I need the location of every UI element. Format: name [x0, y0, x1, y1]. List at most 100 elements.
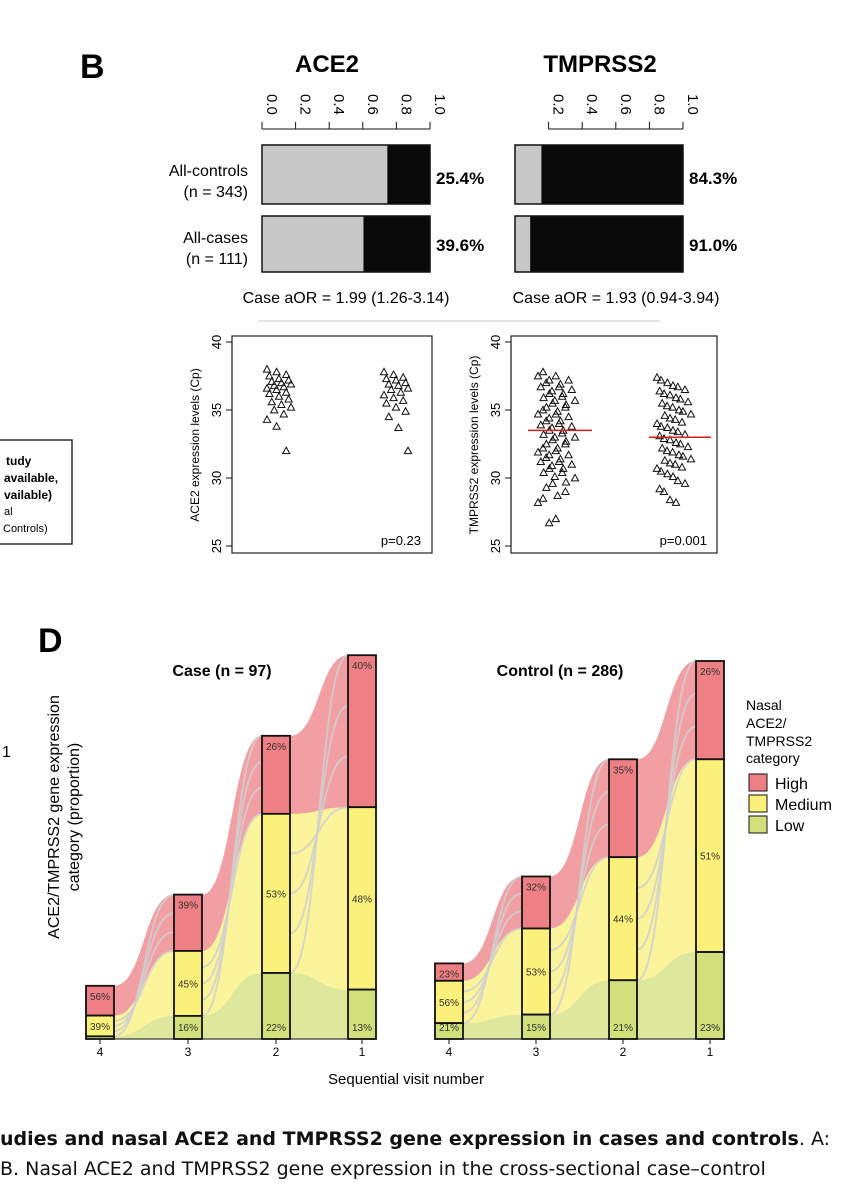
x-tick-label: 3 — [185, 1045, 192, 1059]
axis-tick-label: 0.0 — [263, 94, 280, 115]
panel-d-xlabel: Sequential visit number — [328, 1071, 484, 1088]
segment-label: 35% — [613, 765, 633, 776]
scatter-point — [567, 459, 577, 468]
scatter-point — [665, 495, 675, 504]
axis-tick-label: 0.2 — [297, 94, 314, 115]
scatter-point — [262, 383, 272, 392]
axis-tick-label: 0.8 — [397, 94, 414, 115]
caption-line2: B. Nasal ACE2 and TMPRSS2 gene expressio… — [0, 1158, 766, 1180]
segment-label: 56% — [90, 992, 110, 1003]
scatter-point — [561, 399, 571, 408]
segment-label: 22% — [266, 1023, 286, 1034]
x-tick-label: 3 — [533, 1045, 540, 1059]
scatter-point — [554, 418, 564, 427]
scatter-point — [675, 439, 685, 448]
scatter-point — [533, 371, 543, 380]
left-legend-line3: vailable) — [4, 488, 52, 502]
scatter-point — [538, 405, 548, 414]
flow-band — [550, 759, 609, 929]
flow-band — [202, 972, 262, 1039]
scatter-point — [553, 491, 563, 500]
segment-label: 26% — [266, 742, 286, 753]
caption-line1-rest: . A: — [798, 1128, 831, 1150]
scatter-point — [267, 376, 277, 385]
legend-swatch-low — [748, 815, 768, 834]
flow-thread — [636, 758, 697, 889]
scatter-point — [659, 389, 669, 398]
flow-band — [290, 972, 348, 1039]
scatter-point — [673, 476, 683, 485]
segment-label: 13% — [352, 1023, 372, 1034]
left-legend-line5: Controls) — [3, 523, 48, 535]
scatter-point — [544, 463, 554, 472]
flow-band — [463, 1014, 522, 1039]
scatter-point — [401, 378, 411, 387]
scatter-point — [544, 389, 554, 398]
scatter-point — [674, 405, 684, 414]
ace2-cases-pct: 39.6% — [436, 236, 484, 255]
scatter-point — [269, 405, 279, 414]
scatter-point — [269, 380, 279, 389]
scatter-point — [539, 393, 549, 402]
scatter-point — [551, 514, 561, 523]
x-tick-label: 4 — [446, 1045, 453, 1059]
scatter-point — [541, 439, 551, 448]
scatter-point — [279, 382, 289, 391]
scatter-point — [262, 364, 272, 373]
scatter-point — [538, 443, 548, 452]
bar-outline — [261, 215, 431, 273]
scatter-point — [550, 432, 560, 441]
scatter-point — [281, 370, 291, 379]
scatter-point — [381, 374, 391, 383]
ace2-scatter-frame — [231, 335, 433, 554]
segment-label: 56% — [439, 998, 459, 1009]
y-tick-label: 35 — [488, 403, 503, 417]
panel-d-ylabel-line1: ACE2/TMPRSS2 gene expression — [46, 695, 63, 939]
axis-tick-label: 0.8 — [650, 94, 667, 115]
bar-outline — [514, 215, 684, 273]
segment-label: 16% — [178, 1023, 198, 1034]
scatter-point — [670, 459, 680, 468]
scatter-point — [284, 394, 294, 403]
scatter-point — [384, 379, 394, 388]
scatter-point — [652, 463, 662, 472]
x-tick-label: 4 — [97, 1045, 104, 1059]
scatter-point — [665, 435, 675, 444]
scatter-axes: 25 30 35 40 25 30 35 40 — [209, 335, 512, 553]
scatter-point — [272, 367, 282, 376]
ace2-aor: Case aOR = 1.99 (1.26-3.14) — [243, 290, 450, 307]
scatter-point — [550, 472, 560, 481]
scatter-point — [555, 454, 565, 463]
scatter-point — [671, 497, 681, 506]
stack-segment — [347, 806, 377, 991]
scatter-point — [560, 402, 570, 411]
scatter-point — [673, 382, 683, 391]
stack-segment — [261, 972, 291, 1040]
scatter-point — [536, 420, 546, 429]
tmprss2-proportion-axis: 0.2 0.4 0.6 0.8 1.0 — [548, 94, 701, 130]
scatter-point — [564, 375, 574, 384]
scatter-point — [686, 454, 696, 463]
left-legend-line1: tudy — [6, 454, 32, 468]
legend-swatch-high — [748, 773, 768, 792]
scatter-point — [389, 393, 399, 402]
flow-thread — [289, 704, 349, 935]
segment-label: 21% — [439, 1023, 459, 1034]
scatter-point — [541, 402, 551, 411]
scatter-point — [533, 497, 543, 506]
legend-title-line3: TMPRSS2 — [746, 733, 812, 749]
scatter-point — [274, 391, 284, 400]
axis-tick-label: 1.0 — [684, 94, 701, 115]
segment-label: 21% — [613, 1023, 633, 1034]
scatter-point — [655, 484, 665, 493]
scatter-point — [567, 421, 577, 430]
scatter-point — [398, 372, 408, 381]
scatter-point — [560, 439, 570, 448]
legend-label-medium: Medium — [775, 797, 832, 814]
stack-segment — [521, 875, 551, 930]
scatter-point — [662, 378, 672, 387]
left-legend-box — [0, 439, 73, 545]
left-legend-line2: available, — [4, 471, 58, 485]
scatter-point — [564, 412, 574, 421]
